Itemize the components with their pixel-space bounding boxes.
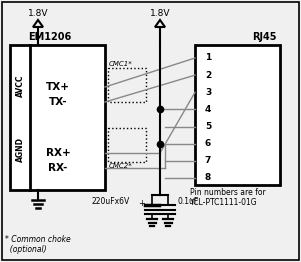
Text: 1.8V: 1.8V <box>28 9 48 18</box>
Text: EM1206: EM1206 <box>28 32 71 42</box>
Text: CMC2*: CMC2* <box>109 163 133 169</box>
Text: +: + <box>138 199 145 208</box>
Text: AVCC: AVCC <box>15 74 24 97</box>
Text: TX-: TX- <box>49 97 67 107</box>
Text: 7: 7 <box>205 156 211 165</box>
Text: RJ45: RJ45 <box>253 32 277 42</box>
Bar <box>108 68 146 102</box>
Text: 1: 1 <box>205 53 211 63</box>
Text: 3: 3 <box>205 88 211 97</box>
Bar <box>10 45 105 190</box>
Text: 5: 5 <box>205 122 211 131</box>
Text: 220uFx6V: 220uFx6V <box>92 198 130 206</box>
Text: 6: 6 <box>205 139 211 148</box>
Text: 4: 4 <box>205 105 211 114</box>
Text: CMC1*: CMC1* <box>109 61 133 67</box>
Text: 2: 2 <box>205 71 211 80</box>
Bar <box>108 128 146 162</box>
Text: RX+: RX+ <box>46 148 70 158</box>
Text: RX-: RX- <box>48 163 68 173</box>
Bar <box>195 45 280 185</box>
Text: AGND: AGND <box>15 137 24 162</box>
Text: TX+: TX+ <box>46 82 70 92</box>
Text: 0.1uF: 0.1uF <box>178 198 199 206</box>
Text: 8: 8 <box>205 173 211 183</box>
Text: Pin numbers are for
YCL-PTC1111-01G: Pin numbers are for YCL-PTC1111-01G <box>190 188 266 208</box>
Text: * Common choke
  (optional): * Common choke (optional) <box>5 235 71 254</box>
Text: 1.8V: 1.8V <box>150 9 170 18</box>
